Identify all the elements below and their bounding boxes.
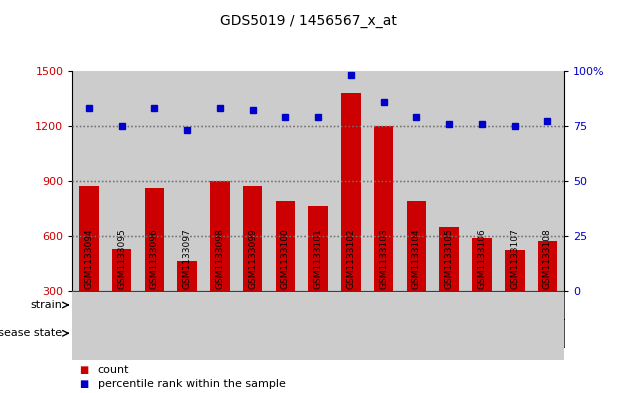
Bar [341,93,361,291]
Text: C57BL/6: C57BL/6 [459,300,505,310]
Bar [79,186,99,291]
Bar [236,291,400,319]
Text: ■: ■ [79,365,88,375]
Bar [374,126,394,291]
Bar [537,241,558,291]
Text: percentile rank within the sample: percentile rank within the sample [98,379,285,389]
Bar [439,227,459,291]
Text: NOR: NOR [306,300,331,310]
Text: disease state: disease state [0,328,62,338]
Bar [112,249,132,291]
Bar [177,261,197,291]
Bar [505,250,525,291]
Text: ■: ■ [79,379,88,389]
Text: NOD: NOD [142,300,167,310]
Bar [72,319,236,347]
Bar [308,206,328,291]
Bar [72,291,236,319]
Text: GDS5019 / 1456567_x_at: GDS5019 / 1456567_x_at [220,14,397,28]
Text: strain: strain [31,300,62,310]
Bar [406,201,427,291]
Bar [236,319,564,347]
Bar [210,181,230,291]
Bar [144,188,164,291]
Bar [275,201,295,291]
Bar [472,238,492,291]
Bar [243,186,263,291]
Text: diabetic: diabetic [132,328,176,338]
Text: non-diabetic: non-diabetic [365,328,435,338]
Bar [400,291,564,319]
Text: count: count [98,365,129,375]
